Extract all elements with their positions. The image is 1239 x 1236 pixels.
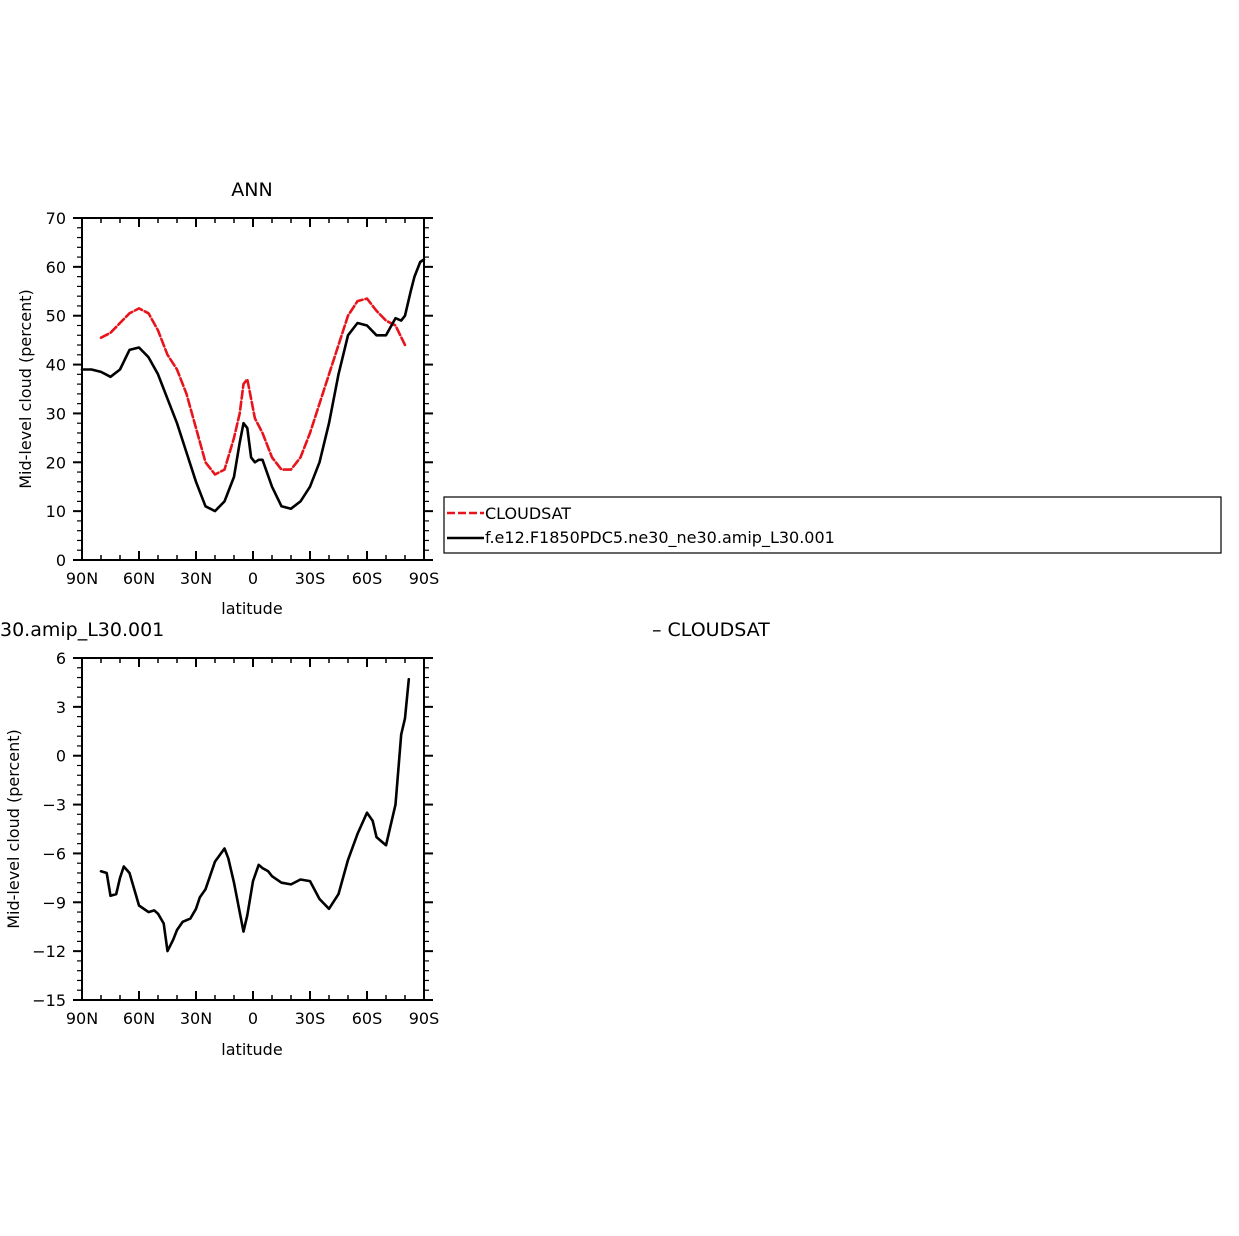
x-tick-label: 90S: [409, 1009, 440, 1028]
y-tick-label: 40: [46, 356, 66, 375]
x-tick-label: 60N: [123, 569, 155, 588]
y-tick-label: 3: [56, 698, 66, 717]
legend-label-model: f.e12.F1850PDC5.ne30_ne30.amip_L30.001: [485, 528, 835, 548]
panel-2-ticks: [73, 657, 433, 1001]
panel-2-title: 30.amip_L30.001: [0, 619, 164, 641]
y-tick-label: 50: [46, 307, 66, 326]
panel-difference: 30.amip_L30.001 – CLOUDSAT −15 −12 −9 −6 −3 0…: [0, 619, 770, 1059]
y-tick-label: 30: [46, 404, 66, 423]
panel-2-frame: [81, 657, 425, 1001]
y-tick-label: 60: [46, 258, 66, 277]
x-tick-label: 0: [248, 569, 258, 588]
panel-1-y-axis-label: Mid-level cloud (percent): [16, 289, 35, 489]
x-tick-label: 30S: [295, 569, 326, 588]
y-tick-label: 20: [46, 453, 66, 472]
y-tick-label: 10: [46, 502, 66, 521]
panel-1-y-tick-labels: 0 10 20 30 40 50 60 70: [46, 209, 66, 570]
panel-2-x-axis-label: latitude: [221, 1040, 282, 1059]
legend: CLOUDSAT f.e12.F1850PDC5.ne30_ne30.amip_…: [443, 496, 1222, 554]
x-tick-label: 60S: [352, 1009, 383, 1028]
y-tick-label: −12: [32, 942, 66, 961]
x-tick-label: 30N: [180, 1009, 212, 1028]
panel-1-x-axis-label: latitude: [221, 599, 282, 618]
x-tick-label: 60S: [352, 569, 383, 588]
x-tick-label: 30S: [295, 1009, 326, 1028]
series-line-cloudsat: [99, 297, 407, 476]
panel-2-y-tick-labels: −15 −12 −9 −6 −3 0 3 6: [32, 649, 66, 1010]
x-tick-label: 90N: [66, 569, 98, 588]
series-line-model: [80, 258, 426, 513]
legend-label-cloudsat: CLOUDSAT: [485, 504, 571, 523]
panel-1-title: ANN: [231, 179, 272, 201]
y-tick-label: 70: [46, 209, 66, 228]
x-tick-label: 90S: [409, 569, 440, 588]
panel-1-series: [80, 258, 426, 513]
panel-2-y-axis-label: Mid-level cloud (percent): [4, 729, 23, 929]
y-tick-label: 0: [56, 551, 66, 570]
panel-2-series: [99, 677, 411, 953]
y-tick-label: −9: [42, 893, 66, 912]
y-tick-label: −3: [42, 796, 66, 815]
legend-box: [443, 496, 1222, 554]
series-line-model: [99, 677, 411, 953]
x-tick-label: 30N: [180, 569, 212, 588]
panel-1-x-tick-labels: 90N 60N 30N 0 30S 60S 90S: [66, 569, 439, 588]
panel-1-ticks: [73, 217, 433, 561]
panel-2-x-tick-labels: 90N 60N 30N 0 30S 60S 90S: [66, 1009, 439, 1028]
x-tick-label: 60N: [123, 1009, 155, 1028]
panel-2-subtitle: – CLOUDSAT: [652, 619, 770, 641]
y-tick-label: 0: [56, 747, 66, 766]
y-tick-label: −6: [42, 844, 66, 863]
y-tick-label: 6: [56, 649, 66, 668]
y-tick-label: −15: [32, 991, 66, 1010]
x-tick-label: 0: [248, 1009, 258, 1028]
panel-1-frame: [81, 217, 425, 561]
x-tick-label: 90N: [66, 1009, 98, 1028]
